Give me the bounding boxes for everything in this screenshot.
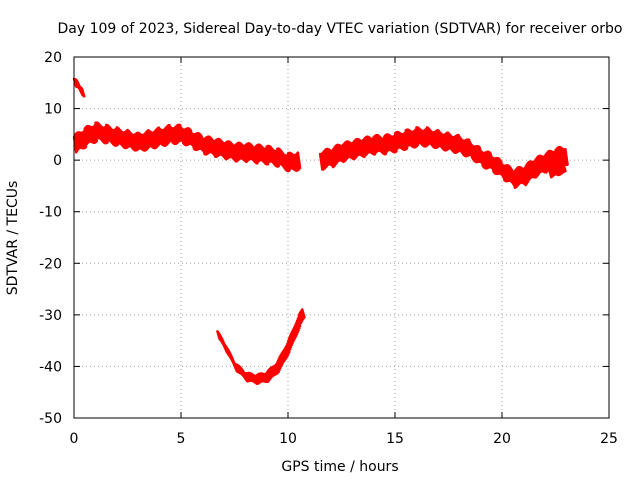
y-tick-label: -10 bbox=[39, 205, 62, 221]
y-tick-label: 20 bbox=[44, 50, 62, 66]
data-point bbox=[295, 319, 301, 330]
y-tick-label: -40 bbox=[39, 359, 62, 375]
series-late-tail bbox=[547, 162, 567, 179]
x-tick-label: 20 bbox=[493, 431, 511, 447]
axis-ticks: 0 5 10 15 20 25 -50 -40 -30 -20 -10 0 10 20 bbox=[39, 50, 618, 447]
data-point bbox=[301, 308, 306, 319]
data-point bbox=[286, 340, 292, 351]
y-tick-label: 10 bbox=[44, 102, 62, 118]
x-tick-label: 5 bbox=[177, 431, 186, 447]
series-negative-dip bbox=[216, 308, 306, 386]
x-tick-label: 25 bbox=[600, 431, 618, 447]
series-secondary-trend bbox=[318, 126, 569, 189]
data-point bbox=[276, 359, 282, 370]
series-early-spike bbox=[72, 77, 86, 98]
y-tick-label: 0 bbox=[53, 153, 62, 169]
x-tick-label: 0 bbox=[70, 431, 79, 447]
data-series bbox=[72, 77, 569, 386]
data-point bbox=[564, 147, 569, 166]
data-point bbox=[287, 338, 293, 349]
chart-title: Day 109 of 2023, Sidereal Day-to-day VTE… bbox=[58, 21, 623, 37]
y-tick-label: -50 bbox=[39, 411, 62, 427]
data-point bbox=[294, 323, 300, 334]
data-point bbox=[286, 342, 291, 353]
data-point bbox=[288, 336, 293, 347]
plot-frame bbox=[73, 56, 610, 419]
x-tick-label: 15 bbox=[386, 431, 404, 447]
y-tick-label: -30 bbox=[39, 308, 62, 324]
series-main-trend bbox=[72, 121, 302, 173]
y-tick-label: -20 bbox=[39, 256, 62, 272]
grid-lines bbox=[73, 56, 610, 419]
data-point bbox=[296, 317, 302, 328]
data-point bbox=[293, 324, 299, 336]
x-axis-title: GPS time / hours bbox=[281, 459, 398, 475]
x-tick-label: 10 bbox=[279, 431, 297, 447]
data-point bbox=[276, 361, 281, 372]
data-point bbox=[80, 87, 86, 98]
y-axis-title: SDTVAR / TECUs bbox=[5, 181, 21, 296]
data-point bbox=[296, 151, 302, 170]
data-point bbox=[562, 162, 567, 173]
data-point bbox=[295, 321, 300, 332]
data-point bbox=[275, 362, 280, 374]
